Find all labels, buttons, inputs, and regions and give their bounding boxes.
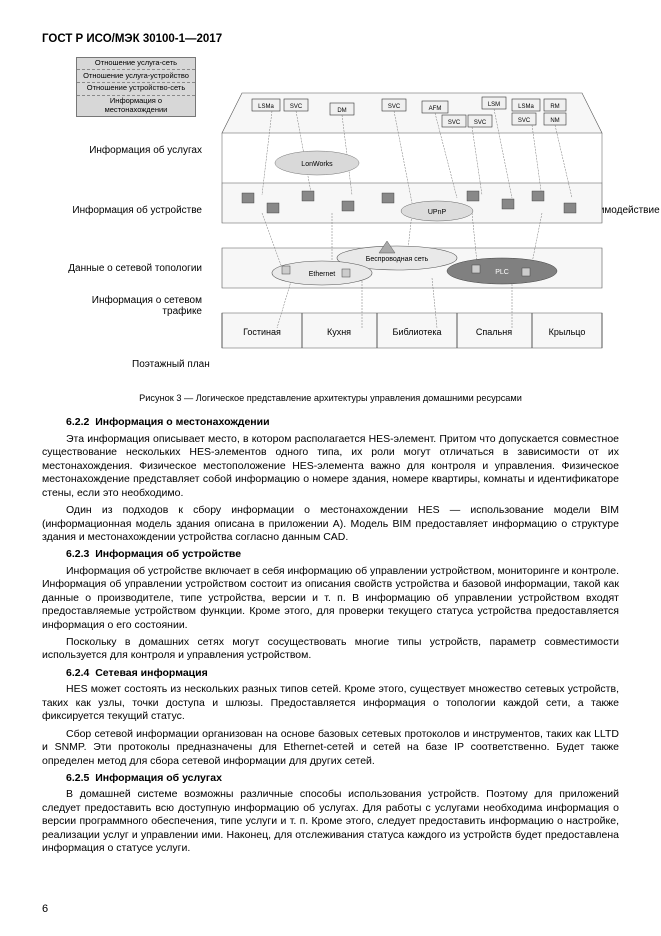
para: В домашней системе возможны различные сп…	[42, 788, 619, 855]
svg-text:LSMa: LSMa	[258, 104, 274, 110]
section-heading-624: 6.2.4 Сетевая информация	[42, 667, 619, 680]
label-plan: Поэтажный план	[132, 359, 210, 372]
diagram-svg: LSMa SVC DM SVC AFM SVC SVC LSM LSMa RM	[212, 63, 612, 349]
page: ГОСТ Р ИСО/МЭК 30100-1—2017 Отношение ус…	[0, 0, 661, 936]
svg-text:LonWorks: LonWorks	[301, 161, 333, 168]
para: Информация об устройстве включает в себя…	[42, 565, 619, 632]
svg-text:Крыльцо: Крыльцо	[549, 327, 586, 337]
legend-item: Отношение устройство-сеть	[77, 83, 195, 96]
svg-text:RM: RM	[550, 104, 559, 110]
para: Эта информация описывает место, в которо…	[42, 433, 619, 500]
legend-item: Отношение услуга-устройство	[77, 70, 195, 83]
svg-text:Спальня: Спальня	[476, 327, 512, 337]
label-devices: Информация об устройстве	[42, 205, 202, 218]
figure-caption: Рисунок 3 — Логическое представление арх…	[42, 393, 619, 405]
para: Поскольку в домашних сетях могут сосущес…	[42, 636, 619, 663]
svg-text:Гостиная: Гостиная	[243, 327, 281, 337]
legend: Отношение услуга-сеть Отношение услуга-у…	[76, 57, 196, 117]
svg-text:AFM: AFM	[429, 106, 442, 112]
svg-text:SVC: SVC	[518, 118, 531, 124]
label-services: Информация об услугах	[42, 145, 202, 158]
svg-text:Библиотека: Библиотека	[393, 327, 442, 337]
svg-text:LSM: LSM	[488, 102, 500, 108]
para: Один из подходов к сбору информации о ме…	[42, 504, 619, 544]
para: HES может состоять из нескольких разных …	[42, 683, 619, 723]
section-heading-623: 6.2.3 Информация об устройстве	[42, 548, 619, 561]
figure-3-diagram: Отношение услуга-сеть Отношение услуга-у…	[42, 55, 619, 385]
label-topology: Данные о сетевой топологии	[42, 263, 202, 276]
svg-text:SVC: SVC	[290, 104, 303, 110]
svg-text:LSMa: LSMa	[518, 104, 534, 110]
legend-item: Информация о местонахождении	[77, 96, 195, 116]
page-number: 6	[42, 902, 48, 916]
svg-text:UPnP: UPnP	[428, 209, 447, 216]
svg-text:SVC: SVC	[474, 120, 487, 126]
svg-text:Кухня: Кухня	[327, 327, 351, 337]
legend-item: Отношение услуга-сеть	[77, 58, 195, 71]
svg-text:NM: NM	[550, 118, 559, 124]
svg-text:PLC: PLC	[495, 269, 509, 276]
svg-text:SVC: SVC	[388, 104, 401, 110]
para: Сбор сетевой информации организован на о…	[42, 728, 619, 768]
label-traffic: Информация о сетевом трафике	[42, 295, 202, 317]
svg-text:SVC: SVC	[448, 120, 461, 126]
doc-header: ГОСТ Р ИСО/МЭК 30100-1—2017	[42, 32, 619, 47]
svg-text:DM: DM	[337, 108, 346, 114]
svg-text:Ethernet: Ethernet	[309, 271, 336, 278]
section-heading-625: 6.2.5 Информация об услугах	[42, 772, 619, 785]
section-heading-622: 6.2.2 Информация о местонахождении	[42, 416, 619, 429]
svg-text:Беспроводная сеть: Беспроводная сеть	[366, 256, 429, 263]
